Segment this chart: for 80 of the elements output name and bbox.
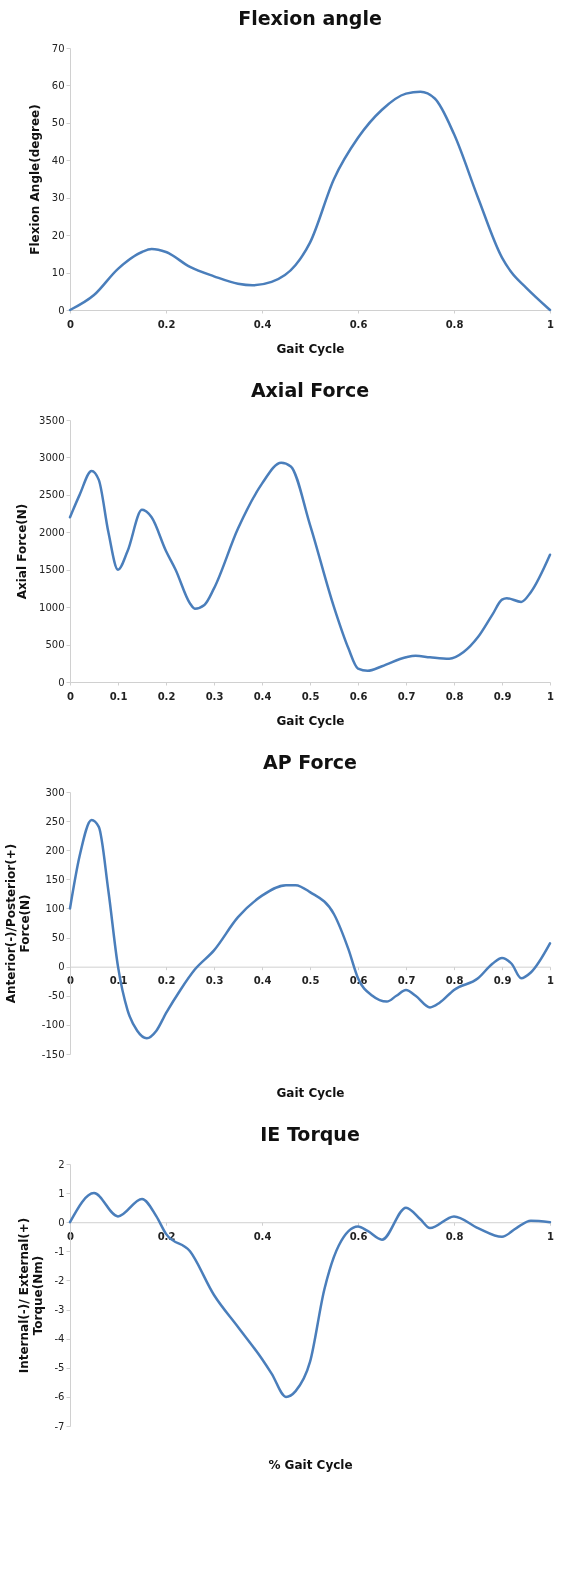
y-tick-label: 20 xyxy=(51,229,65,241)
y-tick-label: 0 xyxy=(58,676,65,688)
x-tick-label: 1 xyxy=(547,1230,555,1242)
y-tick-label: 250 xyxy=(45,815,65,827)
x-tick-label: 0.5 xyxy=(301,690,320,702)
x-tick-label: 0.8 xyxy=(445,1230,464,1242)
y-tick-label: 1500 xyxy=(39,564,65,576)
y-tick-label: -7 xyxy=(54,1420,65,1432)
y-tick-label: 0 xyxy=(58,961,65,973)
x-tick-label: 1 xyxy=(547,690,555,702)
y-tick-label: 40 xyxy=(51,154,65,166)
y-axis-title: Flexion Angle(degree) xyxy=(27,104,42,255)
y-tick-label: -50 xyxy=(48,990,65,1002)
chart-title: AP Force xyxy=(262,751,358,773)
y-tick-label: -3 xyxy=(54,1304,65,1316)
y-tick-label: 2500 xyxy=(39,489,65,501)
x-tick-label: 0.6 xyxy=(349,690,368,702)
x-tick-label: 0.4 xyxy=(253,318,272,330)
x-axis-title: Gait Cycle xyxy=(276,1085,345,1100)
y-tick-label: -5 xyxy=(54,1362,65,1374)
x-tick-label: 0.6 xyxy=(349,318,368,330)
y-tick-label: 70 xyxy=(51,42,65,54)
x-axis-title: Gait Cycle xyxy=(276,713,345,728)
y-tick-label: 3000 xyxy=(39,451,65,463)
line-series xyxy=(68,1191,552,1399)
x-tick-label: 0.3 xyxy=(205,690,224,702)
x-tick-label: 0.1 xyxy=(109,690,128,702)
y-tick-label: 500 xyxy=(45,639,65,651)
y-tick-label: 1 xyxy=(58,1187,65,1199)
y-tick-label: 300 xyxy=(45,786,65,798)
x-tick-label: 0.8 xyxy=(445,690,464,702)
y-tick-label: 2000 xyxy=(39,526,65,538)
line-series xyxy=(68,818,552,1040)
x-tick-label: 0.5 xyxy=(301,975,320,987)
x-tick-label: 0.8 xyxy=(445,975,464,987)
y-tick-label: -150 xyxy=(41,1048,65,1060)
y-tick-label: 1000 xyxy=(39,601,65,613)
y-tick-label: 0 xyxy=(58,304,65,316)
chart-title: Flexion angle xyxy=(238,7,382,29)
x-axis-title: Gait Cycle xyxy=(276,341,345,356)
y-tick-label: 100 xyxy=(45,902,65,914)
y-tick-label: -100 xyxy=(41,1019,65,1031)
y-tick-label: 10 xyxy=(51,267,65,279)
x-tick-label: 0.7 xyxy=(397,690,416,702)
x-axis-title: % Gait Cycle xyxy=(268,1457,353,1472)
x-tick-label: 1 xyxy=(547,975,555,987)
y-tick-label: -2 xyxy=(54,1274,65,1286)
x-tick-label: 0.6 xyxy=(349,1230,368,1242)
x-tick-label: 0 xyxy=(67,690,75,702)
y-tick-label: 2 xyxy=(58,1158,65,1170)
x-tick-label: 0.8 xyxy=(445,318,464,330)
chart-title: Axial Force xyxy=(250,379,370,401)
x-tick-label: 0.4 xyxy=(253,975,272,987)
x-tick-label: 0.4 xyxy=(253,690,272,702)
y-tick-label: -4 xyxy=(54,1333,65,1345)
x-tick-label: 0.7 xyxy=(397,975,416,987)
y-tick-label: 50 xyxy=(51,117,65,129)
x-tick-label: 0.3 xyxy=(205,975,224,987)
y-axis-title: Axial Force(N) xyxy=(15,503,30,600)
x-tick-label: 0.9 xyxy=(493,975,512,987)
y-tick-label: -1 xyxy=(54,1245,65,1257)
x-tick-label: 0 xyxy=(67,318,75,330)
y-tick-label: -6 xyxy=(54,1391,65,1403)
y-tick-label: 50 xyxy=(51,932,65,944)
chart-title: IE Torque xyxy=(260,1123,360,1145)
x-tick-label: 0.4 xyxy=(253,1230,272,1242)
y-tick-label: 0 xyxy=(58,1216,65,1228)
y-tick-label: 200 xyxy=(45,844,65,856)
x-tick-label: 1 xyxy=(547,318,555,330)
line-series xyxy=(68,461,552,673)
x-tick-label: 0.2 xyxy=(157,690,176,702)
y-tick-label: 3500 xyxy=(39,414,65,426)
y-axis-title: Anterior(-)/Posterior(+) Force(N) xyxy=(3,843,32,1004)
y-tick-label: 150 xyxy=(45,873,65,885)
x-tick-label: 0.2 xyxy=(157,318,176,330)
y-axis-title: Internal(-)/ External(+) Torque(Nm) xyxy=(16,1217,45,1374)
y-tick-label: 60 xyxy=(51,79,65,91)
x-tick-label: 0.9 xyxy=(493,690,512,702)
x-tick-label: 0.2 xyxy=(157,975,176,987)
y-tick-label: 30 xyxy=(51,192,65,204)
